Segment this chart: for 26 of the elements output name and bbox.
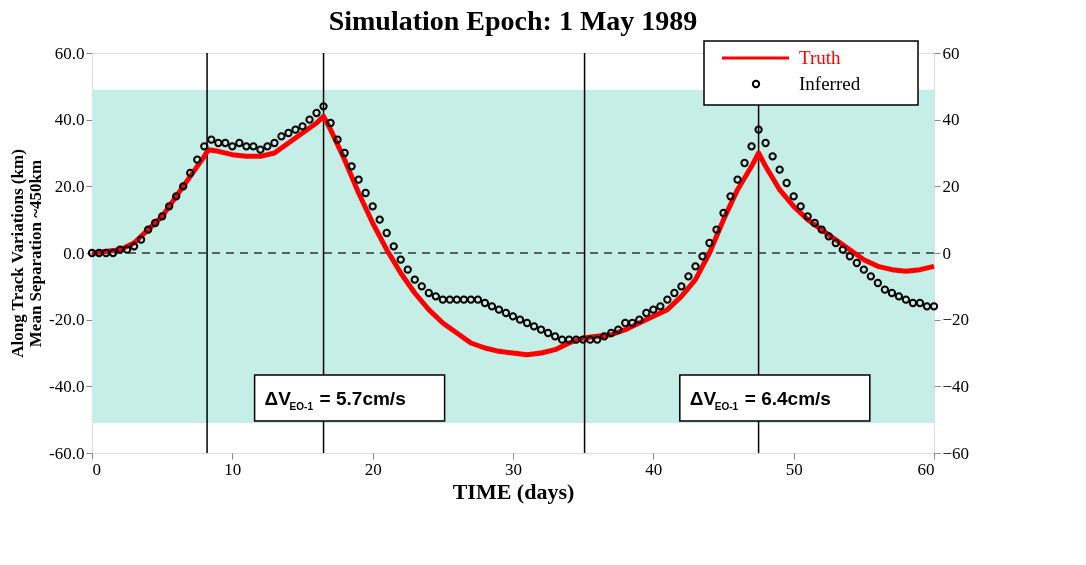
x-tick-label: 30 — [505, 459, 522, 479]
y2-tick-label: −60 — [942, 443, 970, 463]
x-tick-label: 10 — [224, 459, 242, 479]
chart-title: Simulation Epoch: 1 May 1989 — [328, 5, 698, 37]
x-tick-label: 60 — [917, 459, 935, 479]
x-tick-label: 50 — [785, 459, 803, 479]
x-axis-title: TIME (days) — [452, 478, 575, 504]
y2-tick-label: −20 — [942, 310, 970, 330]
y-tick-label: -60.0 — [49, 443, 85, 463]
y2-tick-label: 60 — [942, 43, 960, 63]
x-tick-label: 20 — [364, 459, 382, 479]
y-tick-label: 20.0 — [54, 176, 85, 196]
x-tick-label: 0 — [92, 459, 101, 479]
y-tick-label: 60.0 — [54, 43, 85, 63]
y-axis-title: Along Track Variations (km) Mean Separation ~450km — [8, 149, 46, 358]
y-tick-label: 40.0 — [54, 110, 85, 130]
legend-label: Truth — [799, 47, 842, 68]
y2-tick-label: 40 — [942, 110, 960, 130]
legend-label: Inferred — [799, 73, 861, 94]
y2-tick-label: −40 — [942, 376, 970, 396]
y-tick-label: -20.0 — [49, 310, 85, 330]
y2-tick-label: 20 — [942, 176, 960, 196]
x-tick-label: 40 — [645, 459, 663, 479]
y-tick-label: 0.0 — [63, 243, 85, 263]
y-tick-label: -40.0 — [49, 376, 85, 396]
y2-tick-label: 0 — [942, 243, 951, 263]
